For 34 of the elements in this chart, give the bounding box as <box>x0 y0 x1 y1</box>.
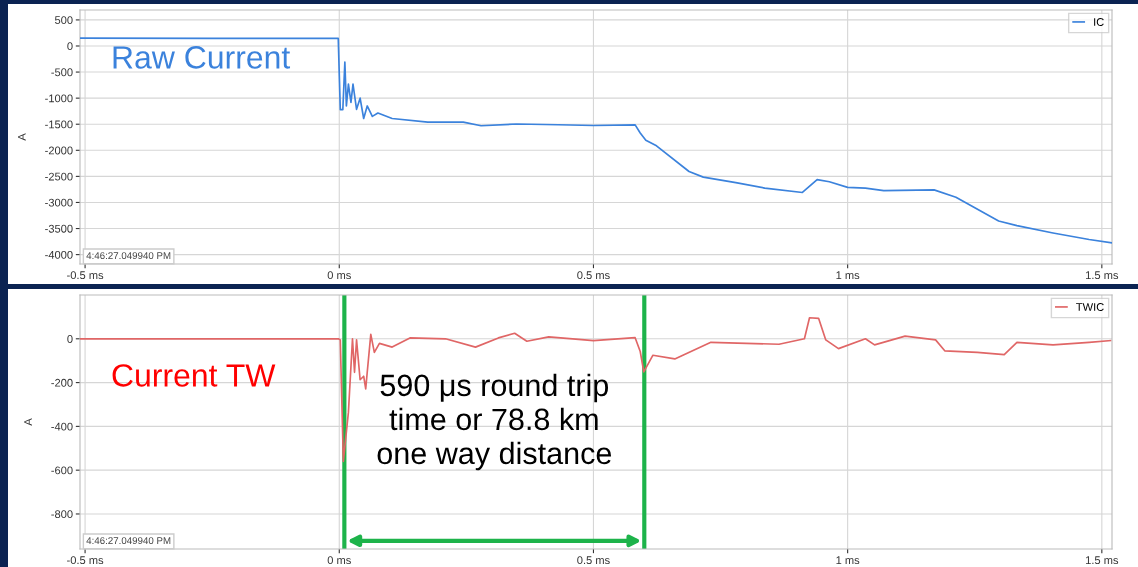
annotation: 4:46:27.049940 PM <box>86 537 171 545</box>
y-tick-label: -600 <box>51 466 73 475</box>
annotation: 590 μs round trip time or 78.8 km one way distance <box>377 373 612 471</box>
x-tick-label: -0.5 ms <box>67 271 104 280</box>
x-tick-label: 1 ms <box>836 556 860 565</box>
x-tick-label: 0 ms <box>327 556 351 565</box>
y-tick-label: 0 <box>67 42 73 51</box>
x-tick-label: 0.5 ms <box>577 271 610 280</box>
annotation: Raw Current <box>113 46 291 69</box>
y-tick-label: -3000 <box>45 198 73 207</box>
y-tick-label: -4000 <box>45 250 73 259</box>
y-axis-title: A <box>18 133 26 141</box>
y-tick-label: -3500 <box>45 224 73 233</box>
y-tick-label: -2500 <box>45 172 73 181</box>
y-tick-label: -500 <box>51 68 73 77</box>
x-tick-label: 0.5 ms <box>577 556 610 565</box>
y-tick-label: -1500 <box>45 120 73 129</box>
x-tick-label: 1.5 ms <box>1086 271 1119 280</box>
x-tick-label: 1 ms <box>836 271 860 280</box>
legend-label: IC <box>1094 18 1104 26</box>
y-tick-label: -400 <box>51 422 73 431</box>
y-tick-label: 0 <box>67 335 73 343</box>
x-tick-label: 0 ms <box>327 271 351 280</box>
y-tick-label: -2000 <box>45 146 73 155</box>
annotation: 4:46:27.049940 PM <box>86 252 171 260</box>
y-axis-title: A <box>24 418 32 426</box>
y-tick-label: -1000 <box>45 94 73 103</box>
annotation: Current TW <box>112 364 276 387</box>
y-tick-label: 500 <box>54 16 73 25</box>
y-tick-label: -800 <box>51 510 73 519</box>
legend-label: TWIC <box>1076 303 1104 311</box>
y-tick-label: -200 <box>51 378 73 387</box>
x-tick-label: 1.5 ms <box>1086 556 1119 565</box>
x-tick-label: -0.5 ms <box>67 556 104 565</box>
